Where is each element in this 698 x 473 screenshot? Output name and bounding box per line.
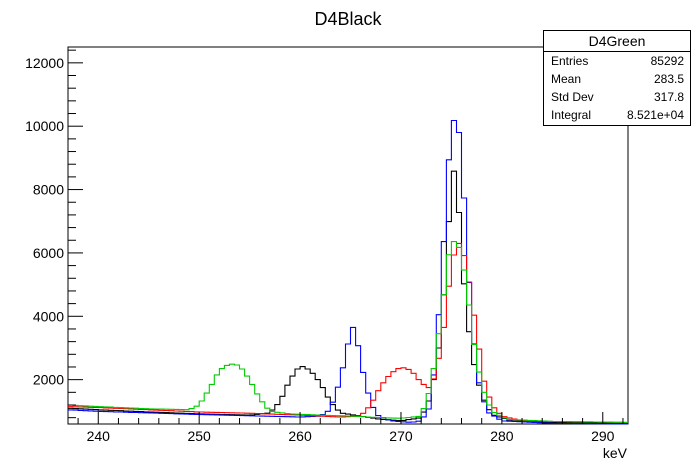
plot-frame <box>67 46 629 425</box>
x-axis-label: keV <box>603 445 628 461</box>
y-tick-label: 6000 <box>33 245 64 261</box>
y-tick-label: 8000 <box>33 182 64 198</box>
series-line-3 <box>68 241 628 423</box>
series-line-1 <box>68 119 628 425</box>
stats-value: 317.8 <box>653 90 684 104</box>
stats-box: D4Green Entries 85292 Mean 283.5 Std Dev… <box>543 30 691 126</box>
series-layer <box>68 119 628 425</box>
x-tick-label: 250 <box>187 428 211 444</box>
series-line-2 <box>68 242 628 423</box>
y-tick-label: 2000 <box>33 372 64 388</box>
stats-label: Integral <box>551 108 592 122</box>
x-tick-label: 270 <box>389 428 413 444</box>
stats-label: Mean <box>551 72 582 86</box>
stats-row-mean: Mean 283.5 <box>544 70 690 88</box>
stats-value: 8.521e+04 <box>626 108 684 122</box>
series-line-0 <box>68 170 628 424</box>
stats-row-std-dev: Std Dev 317.8 <box>544 88 690 106</box>
x-tick-label: 290 <box>591 428 615 444</box>
y-tick-label: 4000 <box>33 308 64 324</box>
x-tick-label: 280 <box>490 428 514 444</box>
stats-box-title: D4Green <box>544 31 690 52</box>
stats-label: Std Dev <box>551 90 594 104</box>
x-tick-label: 260 <box>288 428 312 444</box>
y-tick-label: 12000 <box>25 55 64 71</box>
stats-label: Entries <box>551 54 589 68</box>
stats-row-entries: Entries 85292 <box>544 52 690 70</box>
x-tick-label: 240 <box>87 428 111 444</box>
stats-value: 283.5 <box>653 72 684 86</box>
stats-value: 85292 <box>650 54 684 68</box>
axis-layer: 2000 4000 6000 8000 10000 12000 240 250 260 270 28… <box>25 49 624 444</box>
chart-title: D4Black <box>314 9 382 29</box>
y-tick-label: 10000 <box>25 118 64 134</box>
stats-row-integral: Integral 8.521e+04 <box>544 106 690 124</box>
